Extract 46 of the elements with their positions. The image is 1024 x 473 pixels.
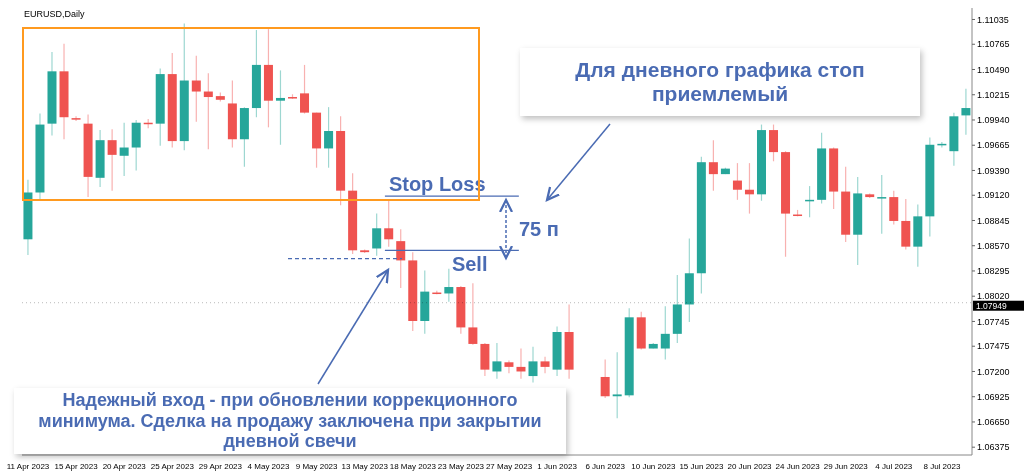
y-tick-label: 1.08570: [977, 240, 1010, 251]
y-tick-label: 1.08845: [977, 215, 1010, 226]
x-tick-label: 27 May 2023: [485, 461, 533, 471]
y-tick-label: 1.09390: [977, 165, 1010, 176]
y-tick-label: 1.06650: [977, 417, 1010, 428]
x-tick-label: 24 Jun 2023: [775, 461, 821, 471]
x-tick-label: 4 Jul 2023: [875, 461, 913, 471]
annotation: EURUSD,Daily: [24, 9, 85, 21]
annotation: 75 п: [519, 217, 559, 242]
y-tick-label: 1.09120: [977, 190, 1010, 201]
y-tick-label: 1.11035: [977, 14, 1009, 25]
x-tick-label: 10 Jun 2023: [631, 461, 676, 471]
x-tick-label: 4 May 2023: [247, 461, 290, 471]
x-tick-label: 11 Apr 2023: [6, 461, 50, 471]
y-tick-label: 1.10490: [977, 64, 1010, 75]
y-tick-label: 1.08020: [977, 291, 1010, 302]
y-tick-label: 1.10765: [977, 39, 1010, 50]
y-tick-label: 1.07200: [977, 366, 1010, 377]
y-tick-label: 1.09940: [977, 115, 1010, 126]
x-tick-label: 20 Apr 2023: [102, 461, 147, 471]
x-tick-label: 29 Apr 2023: [198, 461, 243, 471]
y-tick-label: 1.06925: [977, 391, 1010, 402]
y-tick-label: 1.07475: [977, 341, 1010, 352]
x-tick-label: 8 Jul 2023: [923, 461, 961, 471]
candlestick: [71, 115, 81, 122]
x-tick-label: 18 May 2023: [389, 461, 437, 471]
x-tick-label: 15 Apr 2023: [54, 461, 99, 471]
x-tick-label: 9 May 2023: [295, 461, 339, 471]
x-tick-label: 6 Jun 2023: [585, 461, 626, 471]
x-tick-label: 13 May 2023: [341, 461, 389, 471]
y-tick-label: 1.10215: [977, 89, 1010, 100]
candlestick: [540, 356, 550, 374]
ref-line-label: Sell: [451, 253, 488, 276]
y-tick-label: 1.06375: [977, 442, 1010, 453]
y-tick-label: 1.09665: [977, 140, 1010, 151]
y-tick-label: 1.07745: [977, 316, 1010, 327]
candlestick: [504, 359, 514, 374]
y-tick-label: 1.08295: [977, 266, 1010, 277]
x-tick-label: 25 Apr 2023: [150, 461, 195, 471]
x-tick-label: 23 May 2023: [437, 461, 485, 471]
x-tick-label: 15 Jun 2023: [679, 461, 724, 471]
ref-line-label: 1.07949: [976, 300, 1007, 311]
x-tick-label: 20 Jun 2023: [727, 461, 773, 471]
x-tick-label: 1 Jun 2023: [537, 461, 578, 471]
x-tick-label: 29 Jun 2023: [823, 461, 869, 471]
annotation: Для дневного графика стоп приемлемый: [574, 57, 866, 107]
